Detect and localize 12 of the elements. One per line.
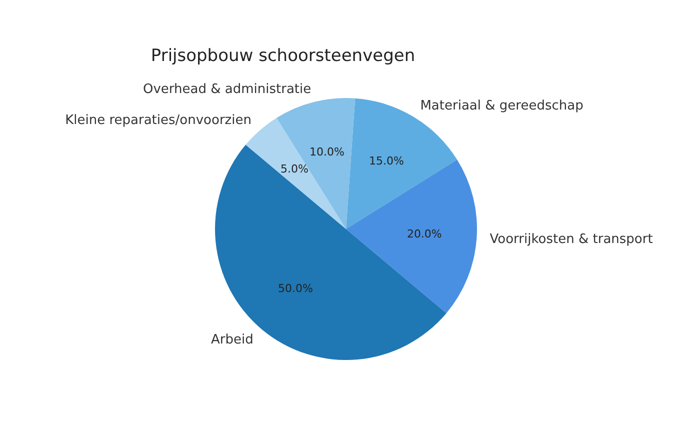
slice-label: Overhead & administratie: [143, 82, 312, 98]
data-label: 5.0%: [280, 162, 308, 176]
chart-title: Prijsopbouw schoorsteenvegen: [150, 46, 416, 66]
slice-label: Arbeid: [211, 332, 254, 348]
slice-label: Materiaal & gereedschap: [420, 98, 584, 114]
data-label: 15.0%: [369, 154, 404, 168]
data-label: 10.0%: [310, 146, 344, 159]
pie-slice: [276, 98, 356, 229]
slice-label: Kleine reparaties/onvoorzien: [65, 113, 252, 128]
data-label: 50.0%: [278, 282, 313, 296]
data-label: 20.0%: [406, 227, 442, 240]
slice-label: Voorrijkosten & transport: [490, 232, 653, 248]
